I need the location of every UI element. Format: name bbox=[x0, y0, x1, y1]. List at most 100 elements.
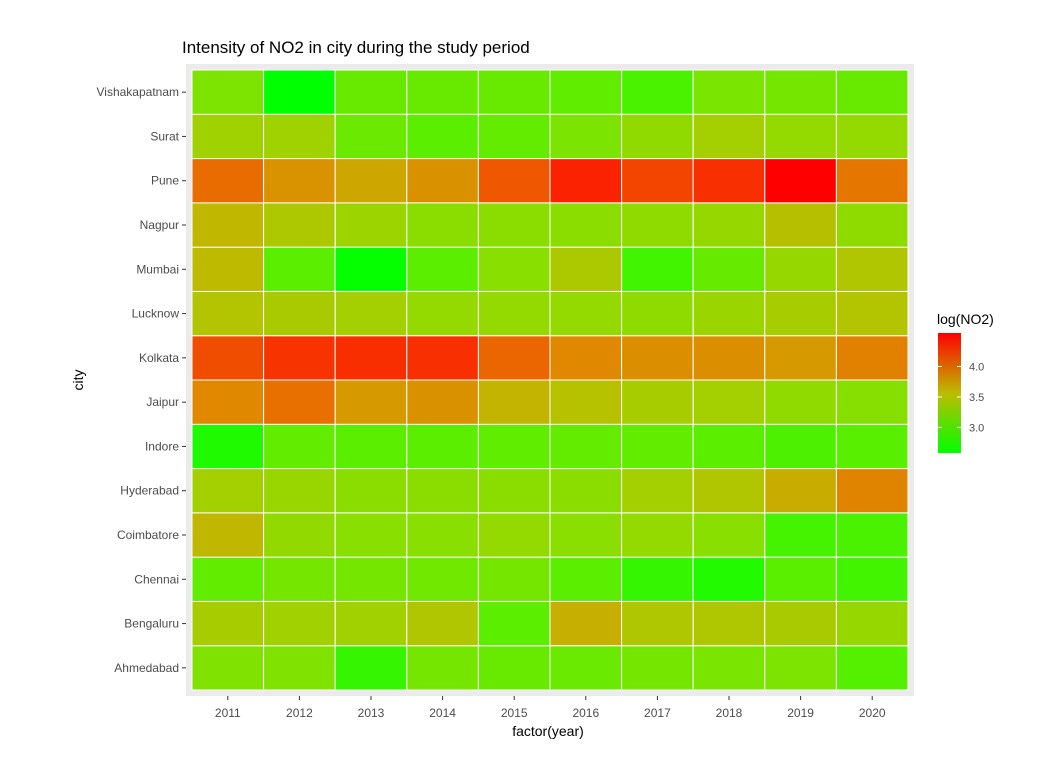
heatmap-cell bbox=[406, 290, 479, 337]
heatmap-cell bbox=[191, 246, 265, 292]
y-tick-label: Mumbai bbox=[136, 262, 179, 276]
heatmap-cell bbox=[835, 335, 909, 381]
y-tick-label: Jaipur bbox=[146, 395, 179, 409]
heatmap-cell bbox=[263, 645, 336, 691]
heatmap-cell bbox=[477, 468, 551, 514]
heatmap-cell bbox=[692, 645, 766, 691]
heatmap-cell bbox=[191, 202, 265, 248]
heatmap-cell bbox=[835, 512, 909, 558]
heatmap-cell bbox=[334, 113, 408, 160]
heatmap-cell bbox=[477, 379, 551, 425]
heatmap-cell bbox=[477, 600, 551, 647]
heatmap-cell bbox=[334, 645, 408, 691]
heatmap-cell bbox=[764, 468, 837, 514]
heatmap-cell bbox=[549, 379, 623, 425]
heatmap-cell bbox=[334, 600, 408, 647]
x-tick-label: 2019 bbox=[787, 706, 814, 720]
heatmap-cell bbox=[549, 69, 623, 115]
heatmap-cell bbox=[692, 556, 766, 602]
heatmap-cell bbox=[549, 423, 623, 470]
heatmap-cell bbox=[621, 202, 694, 248]
y-tick-label: Coimbatore bbox=[117, 528, 179, 542]
heatmap-cell bbox=[764, 246, 837, 292]
heatmap-cell bbox=[549, 335, 623, 381]
heatmap-cell bbox=[621, 113, 694, 160]
heatmap-cell bbox=[334, 512, 408, 558]
heatmap-cell bbox=[406, 645, 479, 691]
heatmap-cell bbox=[621, 158, 694, 204]
heatmap-cell bbox=[692, 379, 766, 425]
y-tick-label: Pune bbox=[151, 174, 179, 188]
heatmap-cell bbox=[406, 69, 479, 115]
heatmap-cell bbox=[191, 290, 265, 337]
heatmap-cell bbox=[406, 600, 479, 647]
heatmap-cell bbox=[334, 246, 408, 292]
heatmap-cell bbox=[692, 335, 766, 381]
y-tick-label: Lucknow bbox=[132, 307, 180, 321]
heatmap-cell bbox=[406, 379, 479, 425]
heatmap-cell bbox=[621, 556, 694, 602]
x-tick-label: 2020 bbox=[859, 706, 886, 720]
heatmap-cell bbox=[692, 158, 766, 204]
heatmap-cell bbox=[191, 335, 265, 381]
heatmap-cell bbox=[191, 379, 265, 425]
heatmap-cell bbox=[477, 246, 551, 292]
heatmap-cell bbox=[835, 69, 909, 115]
heatmap-cell bbox=[334, 69, 408, 115]
y-tick-label: Surat bbox=[150, 129, 179, 143]
heatmap-cell bbox=[549, 290, 623, 337]
heatmap-cell bbox=[692, 290, 766, 337]
x-tick-label: 2011 bbox=[215, 706, 241, 720]
chart-title: Intensity of NO2 in city during the stud… bbox=[182, 38, 530, 57]
heatmap-cell bbox=[263, 468, 336, 514]
heatmap-cell bbox=[477, 113, 551, 160]
heatmap-cell bbox=[692, 113, 766, 160]
heatmap-cell bbox=[263, 69, 336, 115]
heatmap-cell bbox=[406, 113, 479, 160]
heatmap-cell bbox=[835, 468, 909, 514]
heatmap-cell bbox=[549, 512, 623, 558]
y-tick-label: Kolkata bbox=[139, 351, 179, 365]
heatmap-cell bbox=[477, 69, 551, 115]
heatmap-cell bbox=[191, 512, 265, 558]
heatmap-cell bbox=[191, 600, 265, 647]
heatmap-cell bbox=[621, 600, 694, 647]
y-tick-label: Vishakapatnam bbox=[97, 85, 180, 99]
x-tick-label: 2016 bbox=[572, 706, 599, 720]
heatmap-cell bbox=[764, 645, 837, 691]
heatmap-cell bbox=[621, 69, 694, 115]
y-tick-label: Ahmedabad bbox=[114, 661, 179, 675]
heatmap-cell bbox=[835, 113, 909, 160]
heatmap-cell bbox=[191, 468, 265, 514]
heatmap-cell bbox=[263, 512, 336, 558]
heatmap-cell bbox=[764, 379, 837, 425]
heatmap-cell bbox=[263, 158, 336, 204]
color-legend: log(NO2) 3.0 3.5 4.0 bbox=[937, 311, 994, 453]
heatmap-cell bbox=[692, 468, 766, 514]
heatmap-cell bbox=[334, 423, 408, 470]
heatmap-cell bbox=[263, 202, 336, 248]
heatmap-cell bbox=[334, 202, 408, 248]
heatmap-cell bbox=[764, 290, 837, 337]
heatmap-cell bbox=[692, 423, 766, 470]
heatmap-cell bbox=[263, 113, 336, 160]
heatmap-cell bbox=[477, 556, 551, 602]
heatmap-cell bbox=[621, 379, 694, 425]
heatmap-cell bbox=[764, 600, 837, 647]
heatmap-cell bbox=[477, 335, 551, 381]
heatmap-cell bbox=[621, 468, 694, 514]
heatmap-cell bbox=[263, 290, 336, 337]
heatmap-cell bbox=[334, 468, 408, 514]
heatmap-cell bbox=[549, 202, 623, 248]
heatmap-cell bbox=[764, 423, 837, 470]
heatmap-cell bbox=[549, 600, 623, 647]
heatmap-cell bbox=[835, 600, 909, 647]
heatmap-cell bbox=[406, 512, 479, 558]
legend-tick-label: 3.0 bbox=[969, 422, 984, 434]
heatmap-cell bbox=[191, 645, 265, 691]
heatmap-cell bbox=[263, 335, 336, 381]
y-tick-label: Chennai bbox=[134, 572, 179, 586]
heatmap-cell bbox=[549, 246, 623, 292]
